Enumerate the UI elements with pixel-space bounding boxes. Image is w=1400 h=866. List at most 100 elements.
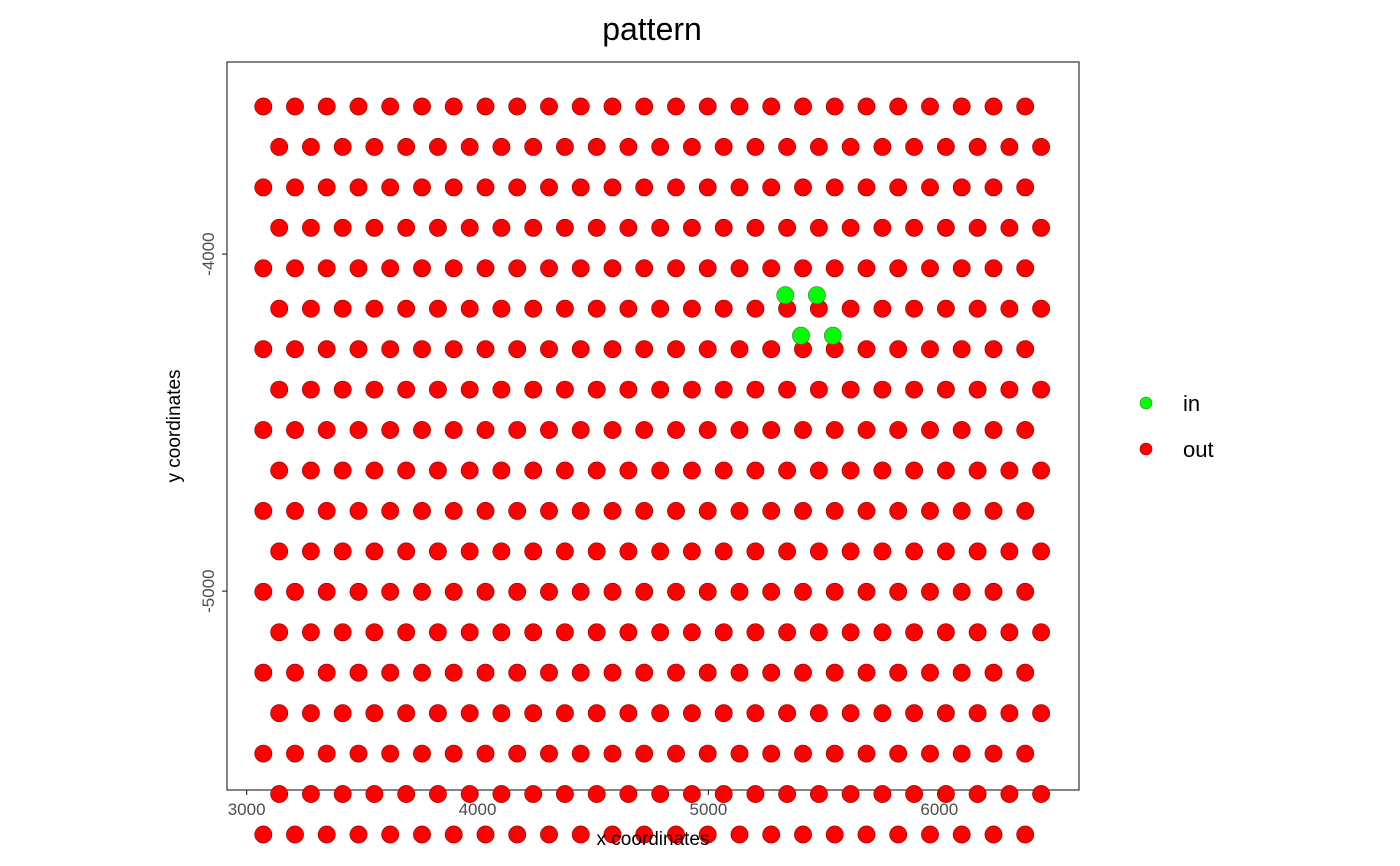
point-out [810, 542, 828, 561]
point-out [603, 663, 622, 682]
point-out [254, 259, 273, 278]
point-out [254, 421, 273, 439]
point-out [365, 218, 384, 237]
point-out [730, 825, 749, 844]
point-out [286, 501, 304, 520]
point-out [381, 340, 400, 359]
point-out [444, 663, 463, 682]
point-out [556, 785, 574, 803]
point-out [381, 97, 400, 116]
point-out [984, 582, 1003, 601]
point-out [286, 663, 304, 682]
point-out [810, 704, 828, 723]
point-out [317, 97, 336, 116]
point-out [905, 380, 924, 399]
point-out [762, 421, 781, 439]
point-out [619, 785, 638, 803]
point-out [873, 461, 892, 480]
x-tick-label: 5000 [690, 800, 728, 819]
point-out [794, 663, 812, 682]
point-out [413, 259, 431, 278]
point-out [492, 542, 511, 561]
point-out [317, 663, 336, 682]
point-out [540, 663, 558, 682]
point-out [968, 218, 987, 237]
point-out [524, 623, 543, 642]
point-out [317, 340, 336, 359]
point-out [444, 259, 463, 278]
point-out [540, 421, 558, 439]
point-out [794, 582, 812, 601]
point-out [635, 744, 654, 763]
point-out [810, 461, 828, 480]
point-out [397, 380, 416, 399]
point-out [746, 299, 765, 318]
point-out [254, 663, 273, 682]
point-out [746, 137, 765, 156]
point-out [984, 178, 1003, 197]
point-out [619, 380, 638, 399]
x-tick-label: 4000 [459, 800, 497, 819]
point-out [476, 178, 495, 197]
point-out [540, 97, 558, 116]
point-out [1000, 623, 1019, 642]
point-out [683, 542, 701, 561]
point-out [301, 299, 320, 318]
point-out [683, 137, 701, 156]
x-tick-label: 3000 [228, 800, 266, 819]
point-out [492, 704, 511, 723]
point-out [587, 785, 606, 803]
point-out [540, 340, 558, 359]
point-out [1016, 744, 1035, 763]
point-out [746, 785, 765, 803]
point-out [921, 421, 939, 439]
data-points [254, 97, 1051, 844]
point-out [683, 704, 701, 723]
point-out [810, 785, 828, 803]
point-out [333, 299, 352, 318]
point-out [460, 137, 479, 156]
point-out [508, 663, 527, 682]
point-out [698, 825, 717, 844]
point-out [698, 259, 717, 278]
point-out [540, 501, 558, 520]
point-out [508, 501, 527, 520]
point-out [349, 178, 368, 197]
point-out [444, 744, 463, 763]
point-out [762, 340, 781, 359]
point-out [968, 704, 987, 723]
point-out [413, 825, 431, 844]
point-out [381, 744, 400, 763]
point-out [873, 623, 892, 642]
point-out [762, 97, 781, 116]
point-out [873, 218, 892, 237]
point-out [413, 582, 431, 601]
point-out [349, 663, 368, 682]
point-out [698, 744, 717, 763]
point-out [1032, 785, 1051, 803]
point-out [476, 825, 495, 844]
point-out [968, 623, 987, 642]
point-out [841, 299, 860, 318]
point-out [333, 623, 352, 642]
point-out [683, 299, 701, 318]
point-out [889, 340, 908, 359]
point-out [1016, 825, 1035, 844]
point-out [540, 825, 558, 844]
point-out [714, 785, 733, 803]
point-out [603, 421, 622, 439]
point-out [889, 259, 908, 278]
point-out [714, 461, 733, 480]
point-out [762, 744, 781, 763]
point-out [857, 744, 876, 763]
point-out [603, 178, 622, 197]
point-out [1000, 137, 1019, 156]
point-out [683, 623, 701, 642]
point-out [492, 461, 511, 480]
point-out [730, 97, 749, 116]
point-out [508, 421, 527, 439]
point-out [730, 663, 749, 682]
point-out [397, 461, 416, 480]
point-out [571, 663, 590, 682]
point-out [556, 380, 574, 399]
